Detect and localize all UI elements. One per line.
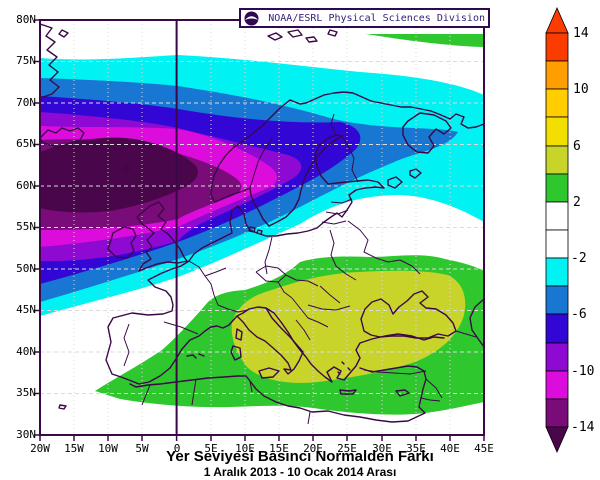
colorbar-arrow-top (545, 7, 569, 34)
lon-label: 25E (337, 442, 357, 455)
balkan-aegean-coast (265, 307, 445, 383)
crete-coast (339, 389, 357, 395)
colorbar-segment (545, 313, 569, 344)
lon-label: 45E (474, 442, 494, 455)
lat-label: 70N (16, 96, 36, 109)
colorbar-segment (545, 229, 569, 259)
lon-label: 15E (269, 442, 289, 455)
colorbar-segment (545, 370, 569, 400)
lon-label: 10W (98, 442, 118, 455)
lon-label: 15W (64, 442, 84, 455)
lat-label: 50N (16, 262, 36, 275)
faroe-islands (123, 165, 131, 172)
colorbar-label: -10 (571, 364, 595, 379)
colorbar-segment (545, 201, 569, 231)
axis-ticks (34, 19, 485, 441)
greenland-coast (40, 23, 69, 98)
colorbar-label: -14 (571, 420, 595, 435)
lat-label: 40N (16, 345, 36, 358)
plot-title: Yer Seviyesi Basıncı Normalden Farkı (166, 448, 434, 465)
colorbar-segment (545, 88, 569, 118)
lat-label: 75N (16, 54, 36, 67)
lat-label: 55N (16, 220, 36, 233)
lon-label: 35E (406, 442, 426, 455)
lat-label: 60N (16, 179, 36, 192)
lat-label: 30N (16, 428, 36, 441)
colorbar-segment (545, 398, 569, 428)
lon-label: 30E (372, 442, 392, 455)
colorbar-segment (545, 173, 569, 203)
country-borders (123, 113, 477, 425)
lon-label: 5E (204, 442, 218, 455)
plot-subtitle: 1 Aralık 2013 - 10 Ocak 2014 Arası (203, 465, 397, 479)
colorbar-label: 6 (573, 139, 581, 154)
colorbar-segment (545, 257, 569, 287)
kanin-coast (449, 113, 484, 129)
sicily-coast (258, 367, 280, 379)
colorbar-label: 10 (573, 82, 589, 97)
lat-label: 80N (16, 13, 36, 26)
contour-core-below-neg14 (40, 137, 198, 213)
black-sea-coast (360, 290, 457, 339)
white-sea-coast (402, 112, 452, 154)
lat-label: 65N (16, 137, 36, 150)
source-title-box: NOAA/ESRL Physical Sciences Division (239, 8, 490, 28)
colorbar-segment (545, 285, 569, 315)
lake-ladoga (387, 176, 403, 189)
lat-label: 45N (16, 303, 36, 316)
colorbar-label: -6 (571, 307, 587, 322)
coastlines (40, 23, 484, 423)
iceland-coast (40, 127, 85, 148)
svalbard-coast (267, 29, 338, 43)
lon-label: 5W (135, 442, 149, 455)
lon-label: 10E (235, 442, 255, 455)
colorbar-label: 14 (573, 26, 589, 41)
sardinia-coast (230, 345, 242, 361)
ireland-coast (107, 226, 137, 259)
lake-onega (409, 168, 422, 179)
contour-band-pos4-khaki (231, 270, 466, 383)
noaa-logo-icon (244, 11, 259, 25)
cyprus-coast (395, 389, 410, 397)
contour-arctic-green-sliver (366, 34, 484, 47)
corsica-coast (235, 328, 243, 341)
source-title: NOAA/ESRL Physical Sciences Division (268, 12, 485, 24)
lon-label: 40E (440, 442, 460, 455)
lon-label: 0 (173, 442, 181, 455)
colorbar-segment (545, 60, 569, 90)
colorbar-segment (545, 145, 569, 175)
lon-label: 20W (30, 442, 50, 455)
contour-field (40, 20, 484, 435)
denmark-islands (248, 226, 263, 235)
colorbar (545, 7, 569, 453)
madeira-island (58, 404, 67, 410)
colorbar-arrow-bottom (545, 426, 569, 453)
aegean-islands (337, 361, 351, 375)
balearic-islands (186, 353, 205, 359)
colorbar-segment (545, 116, 569, 147)
footer-titles: Yer Seviyesi Basıncı Normalden Farkı 1 A… (0, 448, 600, 480)
colorbar-label: -2 (571, 251, 587, 266)
africa-levant-coast (129, 365, 427, 423)
colorbar-label: 2 (573, 195, 581, 210)
scandinavia-baltic-coast (188, 91, 451, 262)
colorbar-segment (545, 32, 569, 62)
lon-label: 20E (303, 442, 323, 455)
caspian-coast (469, 298, 484, 348)
colorbar-segment (545, 342, 569, 372)
lat-label: 35N (16, 386, 36, 399)
great-britain-coast (136, 201, 188, 272)
